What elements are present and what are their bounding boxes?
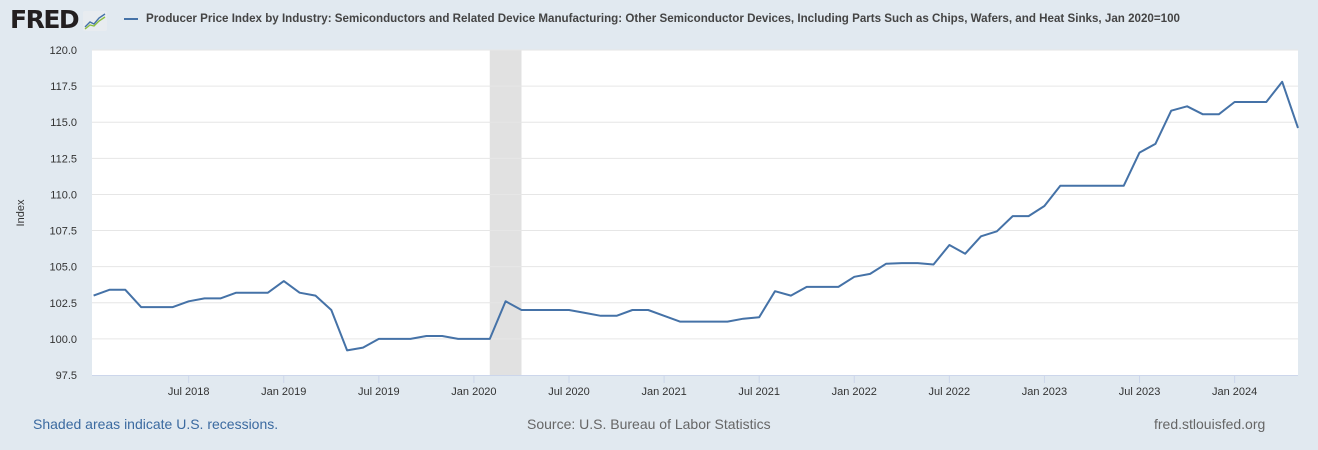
line-chart: 97.5 100.0 102.5 105.0 107.5 110.0 112.5 115.0 1…	[15, 45, 1299, 398]
series-line[interactable]	[93, 80, 1299, 352]
y-tick-label: 115.0	[50, 117, 77, 129]
recession-band	[489, 50, 522, 375]
x-tick-label: Jan 2021	[641, 386, 686, 398]
source-note: Source: U.S. Bureau of Labor Statistics	[527, 416, 771, 432]
x-tick-label: Jul 2018	[168, 386, 210, 398]
x-tick-label: Jul 2019	[358, 386, 400, 398]
x-tick-label: Jul 2021	[738, 386, 780, 398]
y-tick-label: 112.5	[50, 153, 77, 165]
x-tick-label: Jan 2019	[261, 386, 306, 398]
y-tick-label: 110.0	[50, 189, 77, 201]
y-tick-label: 107.5	[49, 226, 77, 238]
plot-area	[92, 50, 1298, 375]
site-link[interactable]: fred.stlouisfed.org	[1154, 416, 1266, 432]
x-tick-label: Jan 2024	[1212, 386, 1257, 398]
legend-swatch	[124, 17, 138, 20]
legend: Producer Price Index by Industry: Semico…	[124, 12, 1180, 25]
chart-line-icon	[83, 11, 108, 31]
fred-logo-text: FRED	[10, 5, 80, 34]
x-tick-label: Jul 2022	[929, 386, 971, 398]
y-tick-label: 120.0	[49, 45, 77, 57]
y-tick-label: 105.0	[49, 262, 77, 274]
x-tick-label: Jan 2020	[451, 386, 496, 398]
x-tick-label: Jul 2020	[548, 386, 590, 398]
y-tick-label: 100.0	[49, 334, 77, 346]
y-tick-label: 102.5	[49, 298, 77, 310]
x-tick-label: Jan 2022	[832, 386, 877, 398]
series-title[interactable]: Producer Price Index by Industry: Semico…	[146, 12, 1180, 25]
y-tick-label: 97.5	[56, 370, 77, 382]
recession-note: Shaded areas indicate U.S. recessions.	[33, 416, 279, 432]
x-tick-label: Jan 2023	[1022, 386, 1067, 398]
x-tick-label: Jul 2023	[1119, 386, 1161, 398]
y-tick-label: 117.5	[50, 81, 77, 93]
y-axis-label: Index	[15, 199, 27, 226]
chart-header: FRED Producer Price Index by Industry: S…	[0, 0, 1318, 40]
fred-logo[interactable]: FRED	[10, 5, 108, 34]
